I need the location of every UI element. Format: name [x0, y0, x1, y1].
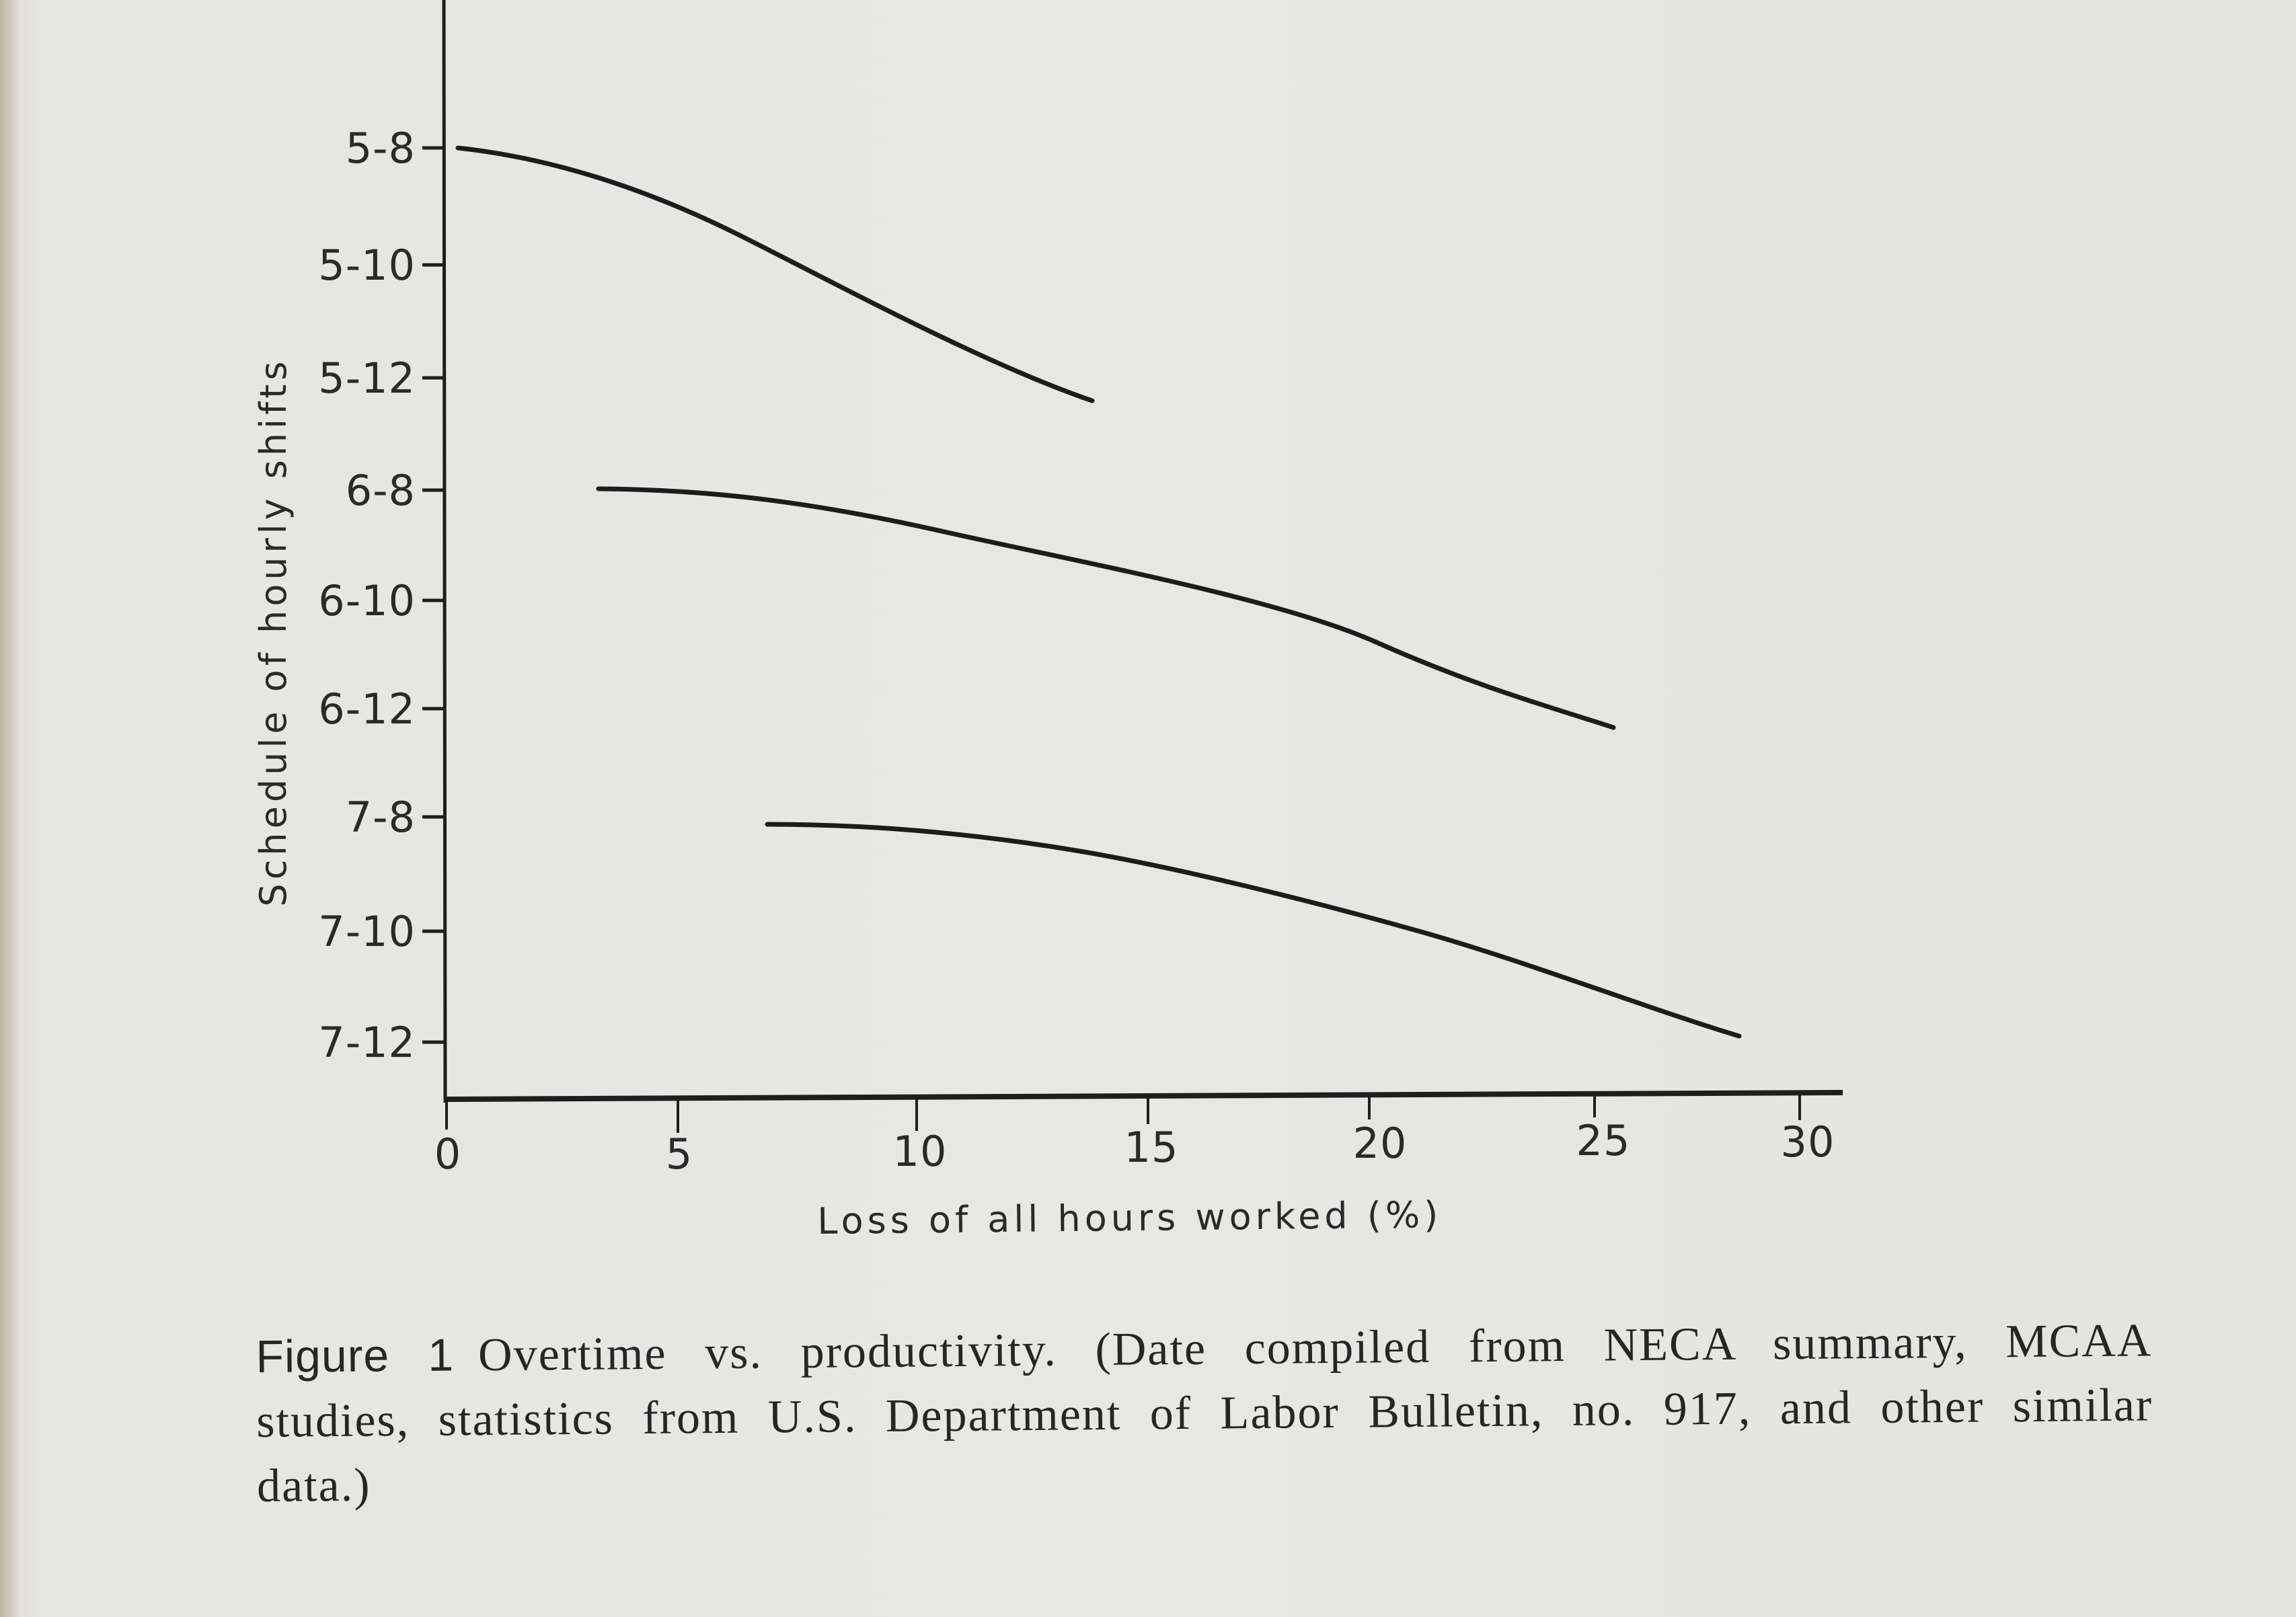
y-tick-label: 7-8 [346, 793, 416, 842]
overtime-productivity-chart: 5-8 5-10 5-12 6-8 6-10 6-12 7-8 7-10 7-1… [252, 0, 1843, 1243]
curve-7-day-schedule [765, 822, 1742, 1039]
curve-6-day-schedule [596, 486, 1616, 730]
y-tick-label: 7-10 [318, 907, 416, 956]
y-tick-label: 6-8 [346, 466, 416, 515]
figure-label: Figure 1 [256, 1329, 455, 1382]
y-axis-title: Schedule of hourly shifts [252, 357, 295, 906]
caption-text: Overtime vs. productivity. (Date compile… [256, 1314, 2153, 1512]
y-tick-label: 6-10 [318, 576, 416, 625]
y-tick-label: 5-8 [346, 124, 416, 173]
x-tick-label: 15 [1124, 1123, 1179, 1172]
y-tick-labels: 5-8 5-10 5-12 6-8 6-10 6-12 7-8 7-10 7-1… [318, 124, 416, 1067]
y-tick-label: 5-10 [318, 241, 416, 290]
x-tick-label: 0 [434, 1130, 461, 1179]
x-ticks [445, 1093, 1801, 1133]
y-axis-line [442, 0, 447, 1103]
x-tick-label: 5 [666, 1130, 693, 1179]
x-tick-label: 10 [893, 1127, 948, 1176]
x-axis-line [443, 1090, 1843, 1102]
y-tick-label: 6-12 [318, 684, 416, 734]
curve-5-day-schedule [455, 145, 1095, 403]
x-tick-labels: 0 5 10 15 20 25 30 [434, 1116, 1835, 1179]
y-tick-label: 7-12 [318, 1018, 416, 1067]
x-axis-title: Loss of all hours worked (%) [817, 1193, 1443, 1243]
x-tick-label: 30 [1781, 1117, 1835, 1167]
figure-caption: Figure 1 Overtime vs. productivity. (Date… [256, 1308, 2153, 1519]
x-tick-label: 20 [1353, 1119, 1408, 1168]
x-tick-label: 25 [1576, 1116, 1631, 1165]
y-tick-label: 5-12 [318, 354, 416, 403]
y-ticks [422, 146, 444, 1044]
